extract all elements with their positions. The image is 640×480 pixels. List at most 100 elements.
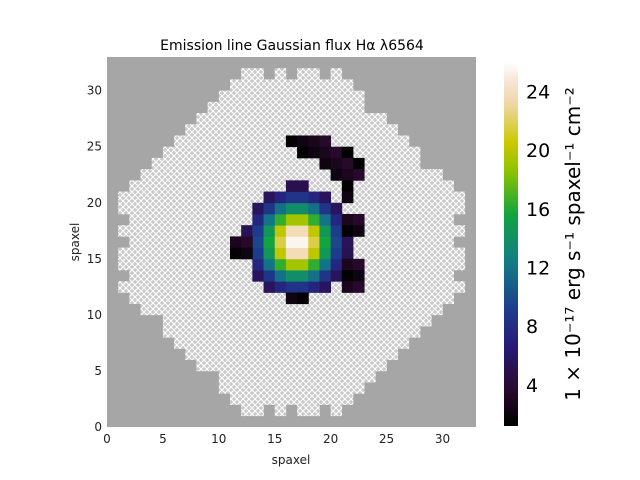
heatmap-cell [274, 270, 287, 282]
masked-spaxel [297, 348, 309, 361]
masked-spaxel [420, 314, 432, 327]
masked-spaxel [386, 191, 399, 204]
masked-spaxel [341, 393, 354, 405]
masked-spaxel [252, 113, 264, 125]
masked-spaxel [274, 337, 287, 349]
heatmap-cell [241, 225, 253, 237]
masked-spaxel [174, 213, 186, 226]
masked-spaxel [230, 337, 242, 349]
masked-spaxel [341, 326, 354, 338]
masked-spaxel [285, 146, 298, 159]
masked-spaxel [397, 281, 410, 293]
masked-spaxel [274, 146, 287, 159]
masked-spaxel [162, 303, 175, 316]
masked-spaxel [218, 169, 231, 181]
masked-spaxel [230, 270, 242, 282]
masked-spaxel [252, 359, 264, 372]
masked-spaxel [297, 90, 309, 103]
masked-spaxel [263, 101, 276, 114]
masked-spaxel [252, 90, 264, 103]
masked-spaxel [118, 281, 130, 293]
masked-spaxel [330, 113, 343, 125]
masked-spaxel [263, 146, 276, 159]
masked-spaxel [341, 314, 354, 327]
masked-spaxel [263, 292, 276, 304]
masked-spaxel [207, 281, 220, 293]
masked-spaxel [162, 191, 175, 204]
y-axis-ticks: 0 5 10 15 20 25 30 [87, 84, 102, 434]
masked-spaxel [431, 225, 443, 237]
masked-spaxel [162, 258, 175, 271]
masked-spaxel [196, 146, 208, 159]
masked-spaxel [230, 382, 242, 394]
masked-spaxel [341, 79, 354, 91]
heatmap-cell [308, 135, 320, 148]
masked-spaxel [408, 314, 421, 327]
masked-spaxel [397, 236, 410, 248]
masked-spaxel [207, 314, 220, 327]
heatmap-cell [341, 157, 354, 170]
masked-spaxel [308, 337, 320, 349]
masked-spaxel [397, 202, 410, 215]
heatmap-cells [230, 135, 365, 305]
y-tick-label: 20 [87, 196, 102, 210]
masked-spaxel [241, 124, 253, 136]
heatmap-cell [308, 225, 320, 237]
masked-spaxel [420, 225, 432, 237]
heatmap-cell [263, 213, 276, 226]
masked-spaxel [274, 180, 287, 192]
heatmap-cell [319, 225, 332, 237]
masked-spaxel [375, 225, 387, 237]
masked-spaxel [420, 180, 432, 192]
masked-spaxel [341, 90, 354, 103]
masked-spaxel [185, 258, 197, 271]
masked-spaxel [364, 359, 376, 372]
masked-spaxel [207, 213, 220, 226]
masked-spaxel [297, 79, 309, 91]
masked-spaxel [151, 202, 164, 215]
masked-spaxel [397, 247, 410, 260]
masked-spaxel [118, 258, 130, 271]
masked-spaxel [230, 213, 242, 226]
masked-spaxel [151, 258, 164, 271]
masked-spaxel [397, 135, 410, 147]
masked-spaxel [353, 292, 365, 304]
masked-spaxel [353, 124, 365, 136]
masked-spaxel [364, 258, 376, 271]
masked-spaxel [274, 90, 287, 103]
masked-spaxel [420, 292, 432, 304]
masked-spaxel [129, 258, 141, 271]
heatmap-cell [353, 213, 365, 226]
masked-spaxel [118, 202, 130, 215]
heatmap-cell [330, 225, 343, 237]
masked-spaxel [330, 101, 343, 114]
masked-spaxel [341, 292, 354, 304]
masked-spaxel [129, 180, 141, 192]
masked-spaxel [285, 101, 298, 114]
masked-spaxel [196, 292, 208, 304]
masked-spaxel [420, 236, 432, 248]
heatmap-cell [241, 247, 253, 260]
masked-spaxel [207, 247, 220, 260]
masked-spaxel [408, 180, 421, 192]
masked-spaxel [397, 225, 410, 237]
heatmap-cell [230, 236, 242, 249]
heatmap-cell [263, 281, 276, 293]
masked-spaxel [230, 292, 242, 304]
masked-spaxel [241, 213, 253, 226]
heatmap-cell [285, 292, 298, 305]
masked-spaxel [341, 303, 354, 316]
masked-spaxel [196, 225, 208, 237]
masked-spaxel [174, 258, 186, 271]
masked-spaxel [252, 348, 264, 361]
masked-spaxel [364, 326, 376, 338]
masked-spaxel [230, 303, 242, 316]
masked-spaxel [151, 270, 164, 282]
heatmap-cell [308, 258, 320, 271]
masked-spaxel [241, 113, 253, 125]
masked-spaxel [218, 213, 231, 226]
masked-spaxel [218, 101, 231, 114]
masked-spaxel [330, 326, 343, 338]
masked-spaxel [353, 146, 365, 159]
masked-spaxel [408, 146, 421, 159]
